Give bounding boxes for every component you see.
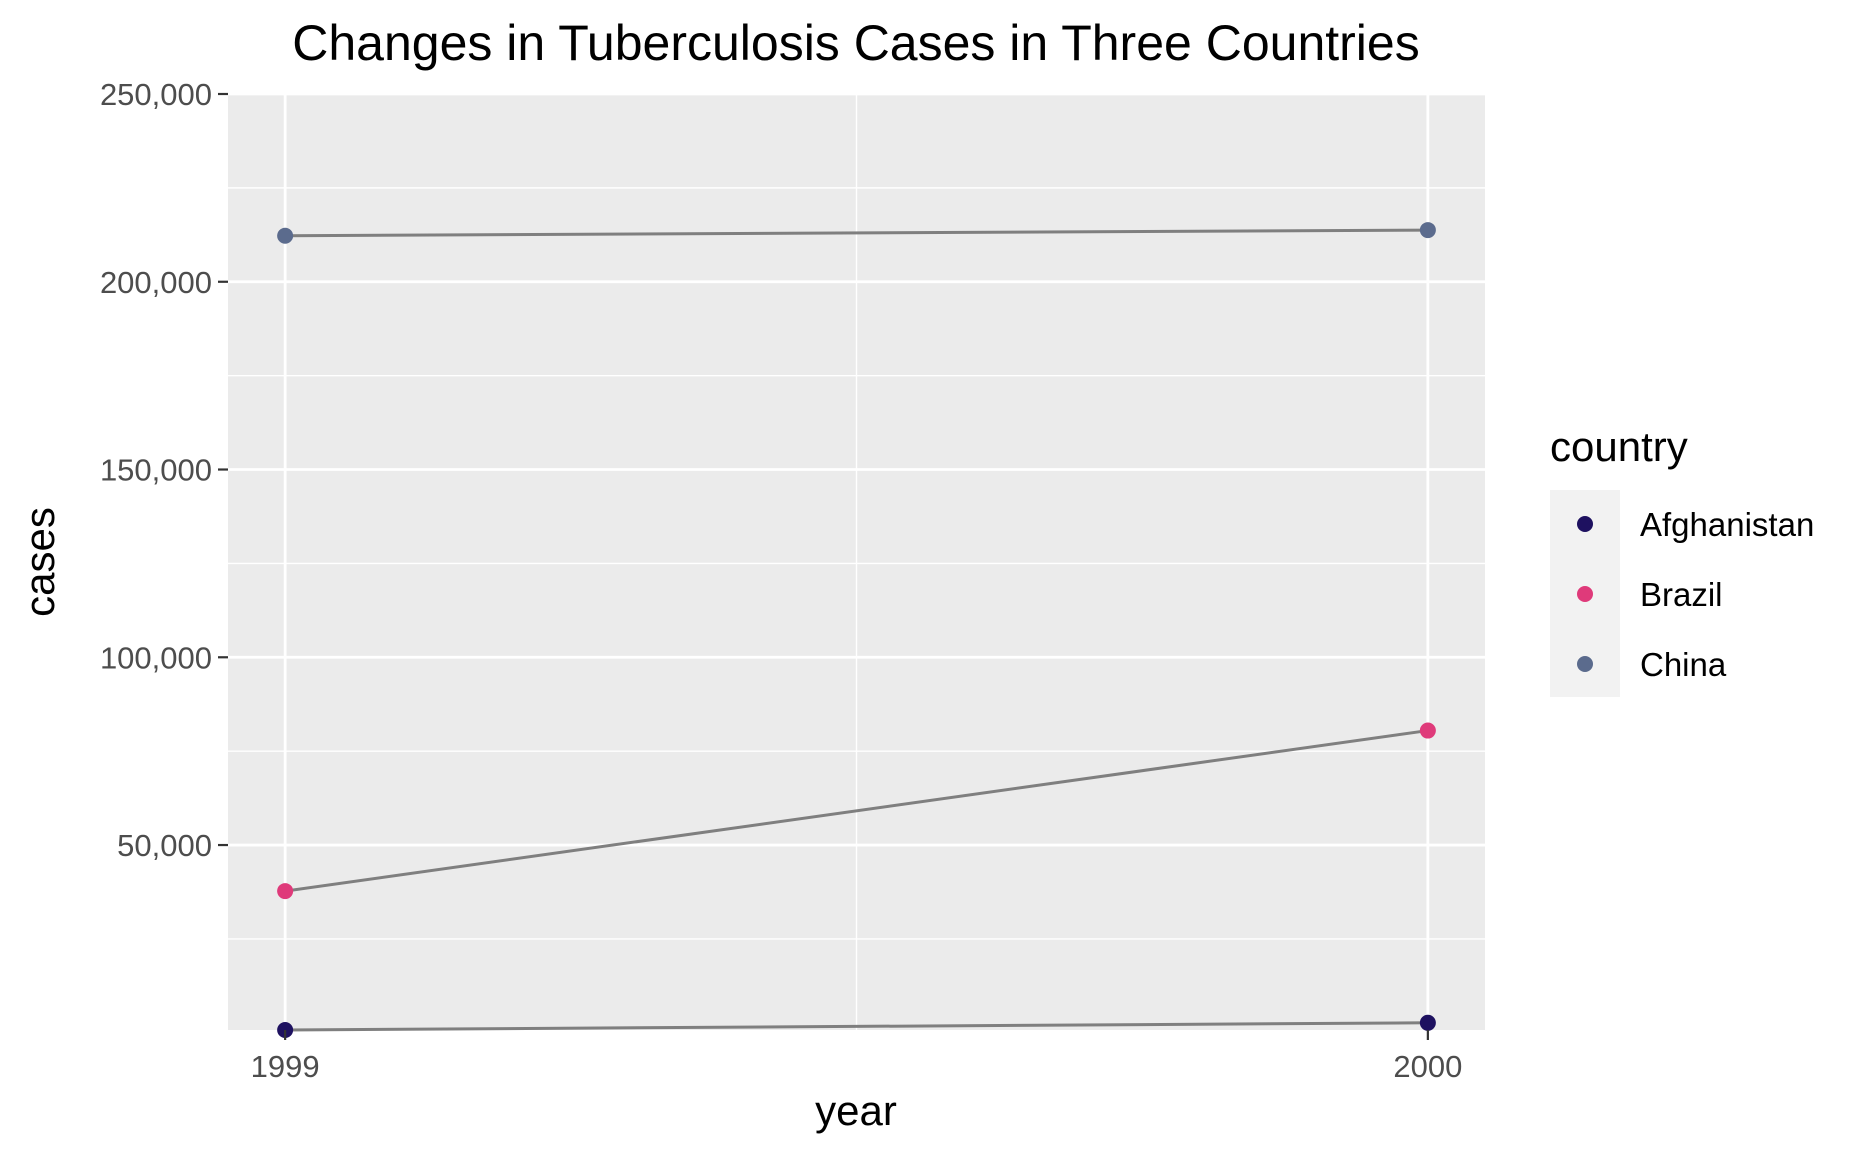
legend-label-afghanistan: Afghanistan [1640,506,1814,543]
series-lines [284,228,1429,1032]
data-point-brazil [277,883,294,900]
legend-key-afghanistan [1577,516,1593,532]
data-point-brazil [1419,722,1436,739]
grid-minor [228,94,1485,1030]
x-tick-label: 2000 [1393,1049,1462,1084]
chart-title: Changes in Tuberculosis Cases in Three C… [292,15,1419,71]
series-line-brazil [284,729,1429,893]
data-point-afghanistan [1419,1014,1436,1031]
data-point-china [1419,222,1436,239]
y-tick-label: 50,000 [117,828,212,863]
series-line-china [285,228,1428,238]
y-tick-label: 250,000 [100,77,212,112]
legend-title: country [1550,423,1688,470]
x-tick-label: 1999 [251,1049,320,1084]
data-point-china [277,227,294,244]
legend-label-china: China [1640,646,1727,683]
legend-key-china [1577,656,1593,672]
y-tick-label: 100,000 [100,640,212,675]
series-line-afghanistan [285,1021,1428,1032]
y-axis-title: cases [16,507,63,617]
x-axis: 1999 2000 [251,1030,1462,1084]
legend-key-brazil [1577,586,1593,602]
series-points [277,222,1436,1038]
legend-label-brazil: Brazil [1640,576,1723,613]
y-axis: 50,000 100,000 150,000 200,000 250,000 [100,77,228,863]
legend: country Afghanistan Brazil China [1550,423,1814,697]
y-tick-label: 150,000 [100,453,212,488]
grid-major [228,92,1485,1030]
x-axis-title: year [815,1087,897,1134]
legend-items: Afghanistan Brazil China [1577,506,1814,683]
y-tick-label: 200,000 [100,265,212,300]
